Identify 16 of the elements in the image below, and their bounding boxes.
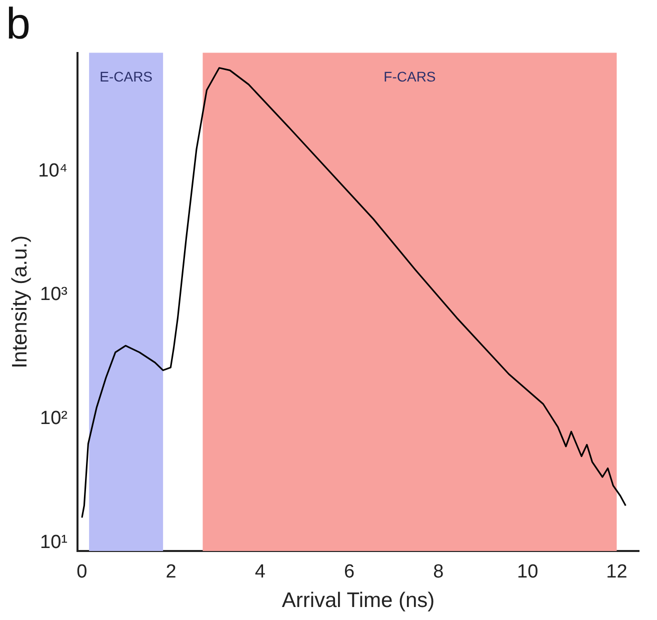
- x-axis-title: Arrival Time (ns): [282, 589, 435, 612]
- y-tick-label: 10³: [40, 284, 68, 306]
- x-tick-label: 0: [76, 562, 88, 583]
- x-tick-label: 8: [433, 562, 444, 583]
- band-label: F-CARS: [384, 68, 436, 85]
- x-tick-label: 12: [606, 562, 628, 583]
- chart-title: b: [6, 0, 30, 49]
- y-axis-title: Intensity (a.u.): [8, 235, 32, 368]
- y-tick-label: 10¹: [40, 532, 68, 554]
- x-tick-label: 2: [166, 562, 176, 583]
- x-tick-label: 6: [344, 562, 355, 583]
- band-label: E-CARS: [100, 68, 153, 85]
- y-tick-label: 10²: [40, 408, 68, 430]
- x-tick-label: 10: [517, 562, 538, 583]
- y-tick-label: 10⁴: [38, 160, 68, 182]
- x-tick-label: 4: [254, 562, 266, 583]
